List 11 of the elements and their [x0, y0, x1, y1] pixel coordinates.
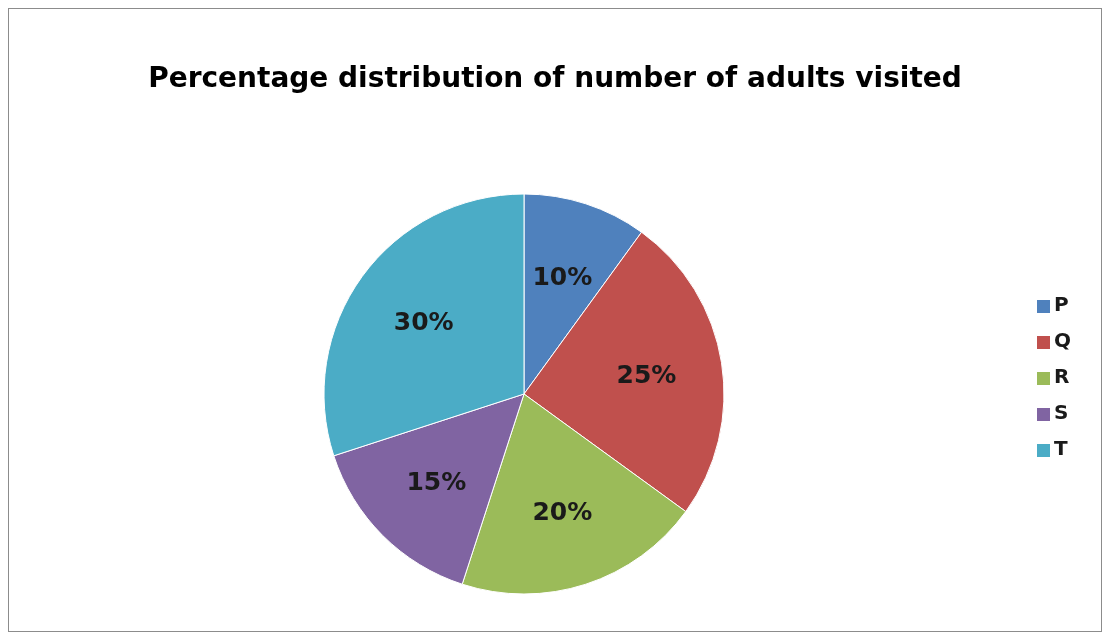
- legend-label: R: [1053, 364, 1070, 388]
- data-label: 15%: [406, 467, 467, 497]
- legend-label: S: [1053, 400, 1069, 424]
- data-label: 25%: [616, 360, 677, 390]
- data-label: 20%: [532, 497, 593, 527]
- legend-label: Q: [1053, 328, 1071, 352]
- legend-label: T: [1053, 436, 1068, 460]
- legend-label: P: [1053, 292, 1069, 316]
- chart-title: Percentage distribution of number of adults visited: [147, 60, 963, 96]
- data-label: 10%: [532, 261, 593, 291]
- data-label: 30%: [393, 306, 454, 336]
